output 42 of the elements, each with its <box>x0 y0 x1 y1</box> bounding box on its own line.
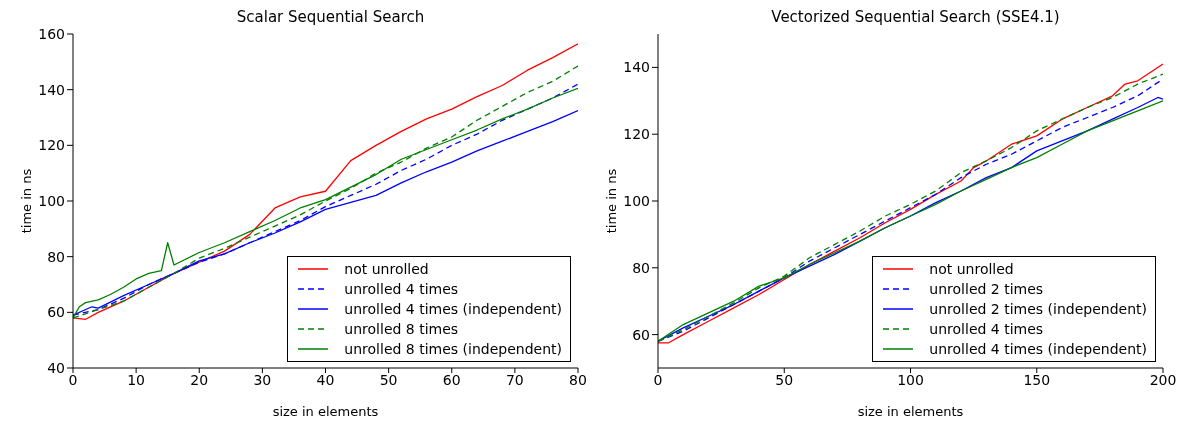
x-tick-label: 30 <box>253 371 272 388</box>
x-tick-label: 40 <box>316 371 335 388</box>
y-tick-label: 100 <box>623 192 650 209</box>
x-tick-label: 100 <box>897 371 924 388</box>
x-axis-title: size in elements <box>272 404 379 419</box>
x-tick-label: 50 <box>379 371 398 388</box>
legend-label: unrolled 4 times (independent) <box>344 300 562 319</box>
x-tick-label: 0 <box>653 371 663 388</box>
legend-label: unrolled 4 times <box>929 320 1044 339</box>
x-axis-title: size in elements <box>857 404 964 419</box>
y-axis-title: time in ns <box>18 168 34 234</box>
chart-title: Scalar Sequential Search <box>235 8 426 26</box>
y-tick-label: 80 <box>632 259 650 276</box>
y-tick-label: 40 <box>47 359 65 376</box>
legend-label: unrolled 4 times (independent) <box>929 340 1147 359</box>
y-tick-label: 120 <box>38 137 65 154</box>
x-tick-label: 10 <box>127 371 146 388</box>
y-tick-label: 60 <box>632 326 650 343</box>
y-tick-label: 60 <box>47 304 65 321</box>
x-tick-label: 20 <box>190 371 209 388</box>
x-tick-label: 80 <box>569 371 587 388</box>
y-axis-title: time in ns <box>603 168 619 234</box>
y-tick-label: 140 <box>38 81 65 98</box>
y-tick-label: 100 <box>38 192 65 209</box>
legend-label: unrolled 4 times <box>344 280 459 299</box>
x-tick-label: 70 <box>505 371 524 388</box>
legend-label: not unrolled <box>344 260 429 279</box>
y-tick-label: 80 <box>47 248 65 265</box>
x-tick-label: 60 <box>442 371 461 388</box>
x-tick-label: 0 <box>68 371 78 388</box>
legend-label: not unrolled <box>929 260 1014 279</box>
legend-label: unrolled 8 times <box>344 320 459 339</box>
legend-label: unrolled 2 times (independent) <box>929 300 1147 319</box>
y-tick-label: 120 <box>623 126 650 143</box>
y-tick-label: 160 <box>38 25 65 42</box>
x-tick-label: 200 <box>1149 371 1177 388</box>
x-tick-label: 150 <box>1023 371 1051 388</box>
legend-label: unrolled 2 times <box>929 280 1044 299</box>
y-tick-label: 140 <box>623 59 650 76</box>
x-tick-label: 50 <box>775 371 794 388</box>
legend-label: unrolled 8 times (independent) <box>344 340 562 359</box>
chart-title: Vectorized Sequential Search (SSE4.1) <box>770 8 1061 26</box>
